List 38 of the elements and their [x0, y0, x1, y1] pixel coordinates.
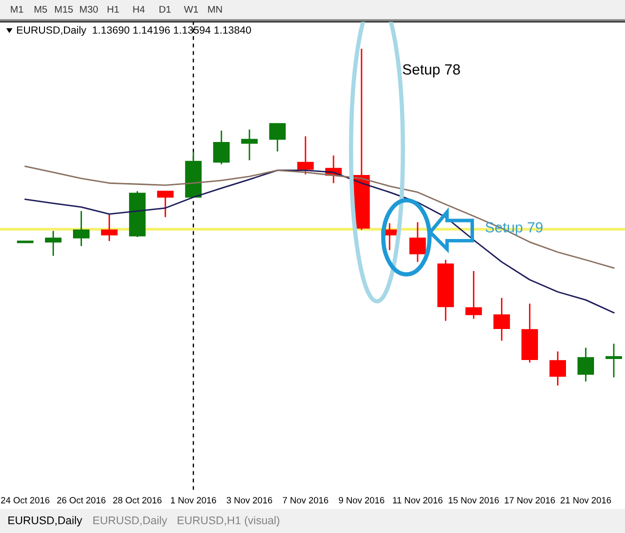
candlestick [213, 130, 230, 165]
x-tick-label: 11 Nov 2016 [393, 497, 442, 504]
text: M5 [34, 6, 47, 13]
text: EURUSD,H1 (visual) [178, 516, 280, 526]
text: EURUSD,Daily [93, 516, 168, 526]
text: M30 [80, 6, 98, 13]
candlestick [157, 190, 174, 218]
x-tick-label: 3 Nov 2016 [226, 497, 272, 504]
text: D1 [160, 6, 171, 13]
candlestick [549, 350, 566, 386]
candlestick [297, 136, 314, 176]
text: MN [208, 6, 222, 13]
candlestick [606, 343, 622, 378]
text: H4 [133, 6, 145, 13]
candlestick [101, 213, 118, 242]
candlestick [241, 128, 258, 161]
candlestick [465, 270, 482, 320]
x-tick-label: 17 Nov 2016 [504, 497, 555, 504]
text: W1 [184, 6, 198, 13]
x-tick-label: 28 Oct 2016 [113, 497, 162, 504]
x-tick-label: 21 Nov 2016 [560, 497, 611, 504]
x-tick-label: 15 Nov 2016 [448, 497, 499, 504]
candlestick [269, 122, 286, 152]
candlestick [44, 230, 62, 257]
text: EURUSD,Daily [8, 516, 82, 526]
x-tick-label: 24 Oct 2016 [1, 497, 50, 504]
text: M1 [10, 6, 24, 13]
candlestick [493, 297, 510, 342]
text: H1 [108, 6, 119, 13]
candlestick [73, 210, 90, 247]
candlestick [577, 347, 594, 382]
text: M15 [55, 6, 73, 13]
annotation: Setup 78 [402, 64, 460, 78]
candlestick [409, 221, 426, 263]
x-tick-label: 1 Nov 2016 [170, 497, 216, 504]
x-tick-label: 7 Nov 2016 [282, 497, 328, 504]
x-tick-label: 9 Nov 2016 [338, 497, 384, 504]
x-tick-label: 26 Oct 2016 [57, 497, 106, 504]
